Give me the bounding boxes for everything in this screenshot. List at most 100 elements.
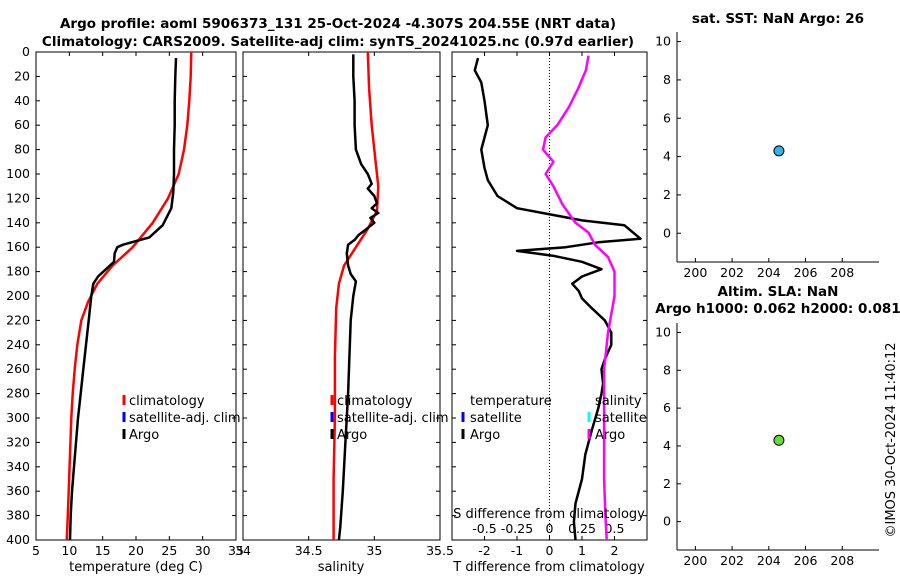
y-tick-label: 4 <box>663 149 671 164</box>
top-x-tick-label: 0 <box>546 521 554 536</box>
y-tick-label: 2 <box>663 187 671 202</box>
legend-argo-label: Argo <box>470 428 500 443</box>
y-tick-label: 2 <box>663 476 671 491</box>
sst-title: sat. SST: NaN Argo: 26 <box>692 11 864 27</box>
y-tick-label: 0 <box>22 44 30 59</box>
climatology-salinity-line <box>332 51 380 540</box>
y-tick-label: 10 <box>655 34 671 49</box>
sla-title-line1: Altim. SLA: NaN <box>718 284 839 300</box>
x-tick-label: 204 <box>757 553 781 568</box>
x-tick-label: 34.5 <box>295 543 323 558</box>
x-tick-label: 10 <box>61 543 77 558</box>
salinity-legend: climatology satellite-adj. clim Argo <box>330 394 449 443</box>
legend-argo-label: Argo <box>595 428 625 443</box>
legend-satellite-label: satellite <box>595 411 647 426</box>
x-tick-label: 30 <box>195 543 211 558</box>
x-tick-label: 200 <box>683 265 707 280</box>
x-tick-label: 34 <box>235 543 251 558</box>
x-tick-label: 206 <box>794 265 818 280</box>
y-tick-label: 360 <box>6 483 30 498</box>
x-tick-label: 208 <box>830 553 854 568</box>
x-tick-label: 35 <box>228 543 244 558</box>
x-tick-label: 200 <box>683 553 707 568</box>
temperature-legend: climatology satellite-adj. clim Argo <box>122 394 241 443</box>
y-tick-label: 6 <box>663 400 671 415</box>
legend-satellite-label: satellite-adj. clim <box>337 411 449 426</box>
top-x-tick-label: 0.25 <box>568 521 596 536</box>
difference-panel: -2 -1 0 1 2 -0.5 -0.25 0 0.25 0.5 <box>451 51 648 558</box>
sla-point <box>773 434 785 446</box>
x-tick-label: 1 <box>578 543 586 558</box>
y-tick-label: 6 <box>663 110 671 125</box>
x-tick-label: 202 <box>720 553 744 568</box>
x-tick-label: 20 <box>128 543 144 558</box>
y-tick-label: 20 <box>14 68 30 83</box>
diff-xlabel: T difference from climatology <box>452 560 645 575</box>
top-x-tick-label: 0.5 <box>605 521 625 536</box>
legend-satellite-label: satellite <box>470 411 522 426</box>
y-tick-label: 400 <box>6 532 30 547</box>
difference-legend-left: temperature satellite Argo <box>461 394 552 443</box>
x-tick-label: 35.5 <box>426 543 454 558</box>
legend-argo-label: Argo <box>337 428 367 443</box>
x-tick-label: 208 <box>830 265 854 280</box>
y-tick-label: 60 <box>14 117 30 132</box>
x-tick-label: 202 <box>720 265 744 280</box>
x-tick-label: 2 <box>611 543 619 558</box>
legend-climatology-label: climatology <box>337 394 413 409</box>
y-tick-label: 320 <box>6 434 30 449</box>
y-tick-label: 0 <box>663 225 671 240</box>
y-tick-label: 4 <box>663 438 671 453</box>
legend-argo-label: Argo <box>129 428 159 443</box>
x-tick-label: 5 <box>32 543 40 558</box>
y-tick-label: 280 <box>6 386 30 401</box>
y-tick-label: 120 <box>6 190 30 205</box>
argo-temperature-line <box>68 58 178 541</box>
y-tick-label: 140 <box>6 215 30 230</box>
y-tick-label: 180 <box>6 264 30 279</box>
salinity-xlabel: salinity <box>318 560 365 575</box>
salinity-panel: 34 34.5 35 35.5 <box>235 51 454 558</box>
temperature-xlabel: temperature (deg C) <box>69 560 203 575</box>
t-difference-line <box>473 57 642 541</box>
x-tick-label: 35 <box>366 543 382 558</box>
top-x-tick-label: -0.25 <box>501 521 533 536</box>
y-tick-label: 40 <box>14 93 30 108</box>
sla-title-line2: Argo h1000: 0.062 h2000: 0.081 <box>655 301 900 317</box>
main-title-line2: Climatology: CARS2009. Satellite-adj cli… <box>42 34 634 50</box>
x-tick-label: -1 <box>511 543 523 558</box>
y-tick-label: 80 <box>14 142 30 157</box>
x-tick-label: 15 <box>95 543 111 558</box>
x-tick-label: 25 <box>161 543 177 558</box>
sla-scatter-panel: 0 2 4 6 8 10 200 202 204 206 208 <box>655 323 879 568</box>
y-tick-label: 200 <box>6 288 30 303</box>
legend-climatology-label: climatology <box>129 394 205 409</box>
y-tick-label: 380 <box>6 508 30 523</box>
legend-temperature-header: temperature <box>470 394 552 409</box>
difference-legend-right: salinity satellite Argo <box>587 394 647 443</box>
main-title-line1: Argo profile: aoml 5906373_131 25-Oct-20… <box>60 16 616 32</box>
axes-frame <box>35 51 237 541</box>
x-tick-label: 204 <box>757 265 781 280</box>
legend-satellite-label: satellite-adj. clim <box>129 411 241 426</box>
sst-point <box>773 145 785 157</box>
imos-watermark: ©IMOS 30-Oct-2024 11:40:12 <box>884 342 899 537</box>
legend-salinity-header: salinity <box>595 394 642 409</box>
y-tick-label: 300 <box>6 410 30 425</box>
argo-salinity-line <box>337 54 380 541</box>
y-tick-label: 340 <box>6 459 30 474</box>
top-x-tick-label: -0.5 <box>472 521 496 536</box>
x-tick-label: -2 <box>478 543 490 558</box>
axes-frame <box>242 51 441 541</box>
x-tick-label: 0 <box>546 543 554 558</box>
y-tick-label: 160 <box>6 239 30 254</box>
y-tick-label: 220 <box>6 312 30 327</box>
climatology-temperature-line <box>65 51 193 541</box>
y-tick-label: 8 <box>663 72 671 87</box>
sst-scatter-panel: 0 2 4 6 8 10 200 202 204 206 208 <box>655 32 879 280</box>
s-difference-line <box>541 55 616 541</box>
y-tick-label: 260 <box>6 361 30 376</box>
y-tick-label: 100 <box>6 166 30 181</box>
diff-top-xlabel: S difference from climatology <box>453 507 645 522</box>
